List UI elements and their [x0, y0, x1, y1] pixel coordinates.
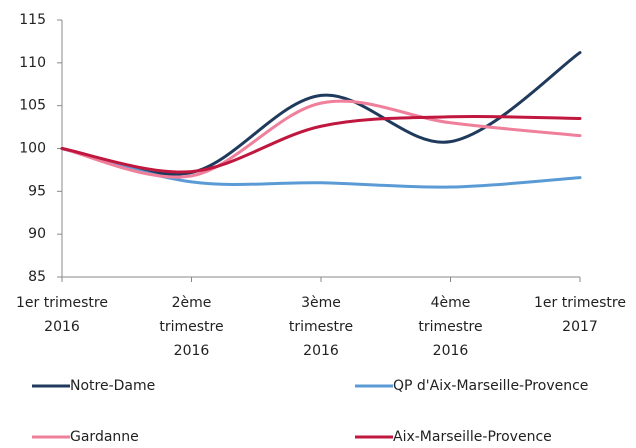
x-tick-label-line: trimestre: [418, 319, 482, 335]
x-tick-label-line: trimestre: [159, 319, 223, 335]
legend-label: Gardanne: [70, 429, 139, 445]
x-tick-label-line: 2016: [174, 343, 210, 359]
y-tick-label: 85: [28, 269, 46, 285]
series-line: [60, 51, 582, 176]
x-tick-label-line: 2016: [303, 343, 339, 359]
x-tick-label-line: 1er trimestre: [534, 295, 626, 311]
y-tick-label: 90: [28, 226, 46, 242]
y-tick-label: 110: [19, 55, 46, 71]
x-tick-label-line: 1er trimestre: [16, 295, 108, 311]
x-tick-label: 1er trimestre 2016: [16, 295, 108, 335]
x-tick-label: 4ème trimestre 2016: [418, 295, 482, 359]
y-tick-label: 105: [19, 98, 46, 114]
legend-label: QP d'Aix-Marseille-Provence: [393, 378, 588, 394]
x-tick-label: 1er trimestre 2017: [534, 295, 626, 335]
legend-label: Aix-Marseille-Provence: [393, 429, 552, 445]
y-tick-label: 100: [19, 141, 46, 157]
x-tick-label-line: 2ème: [172, 295, 212, 311]
series-line: [60, 114, 582, 174]
y-tick-label: 95: [28, 183, 46, 199]
x-tick-label: 2ème trimestre 2016: [159, 295, 223, 359]
x-tick-label: 3ème trimestre 2016: [289, 295, 353, 359]
legend-label: Notre-Dame: [70, 378, 155, 394]
x-tick-label-line: 2016: [433, 343, 469, 359]
x-tick-label-line: 3ème: [301, 295, 341, 311]
x-tick-label-line: 2017: [562, 319, 598, 335]
y-tick-label: 115: [19, 12, 46, 28]
x-tick-label-line: trimestre: [289, 319, 353, 335]
x-tick-label-line: 4ème: [431, 295, 471, 311]
series-line: [60, 99, 582, 179]
x-tick-label-line: 2016: [44, 319, 80, 335]
